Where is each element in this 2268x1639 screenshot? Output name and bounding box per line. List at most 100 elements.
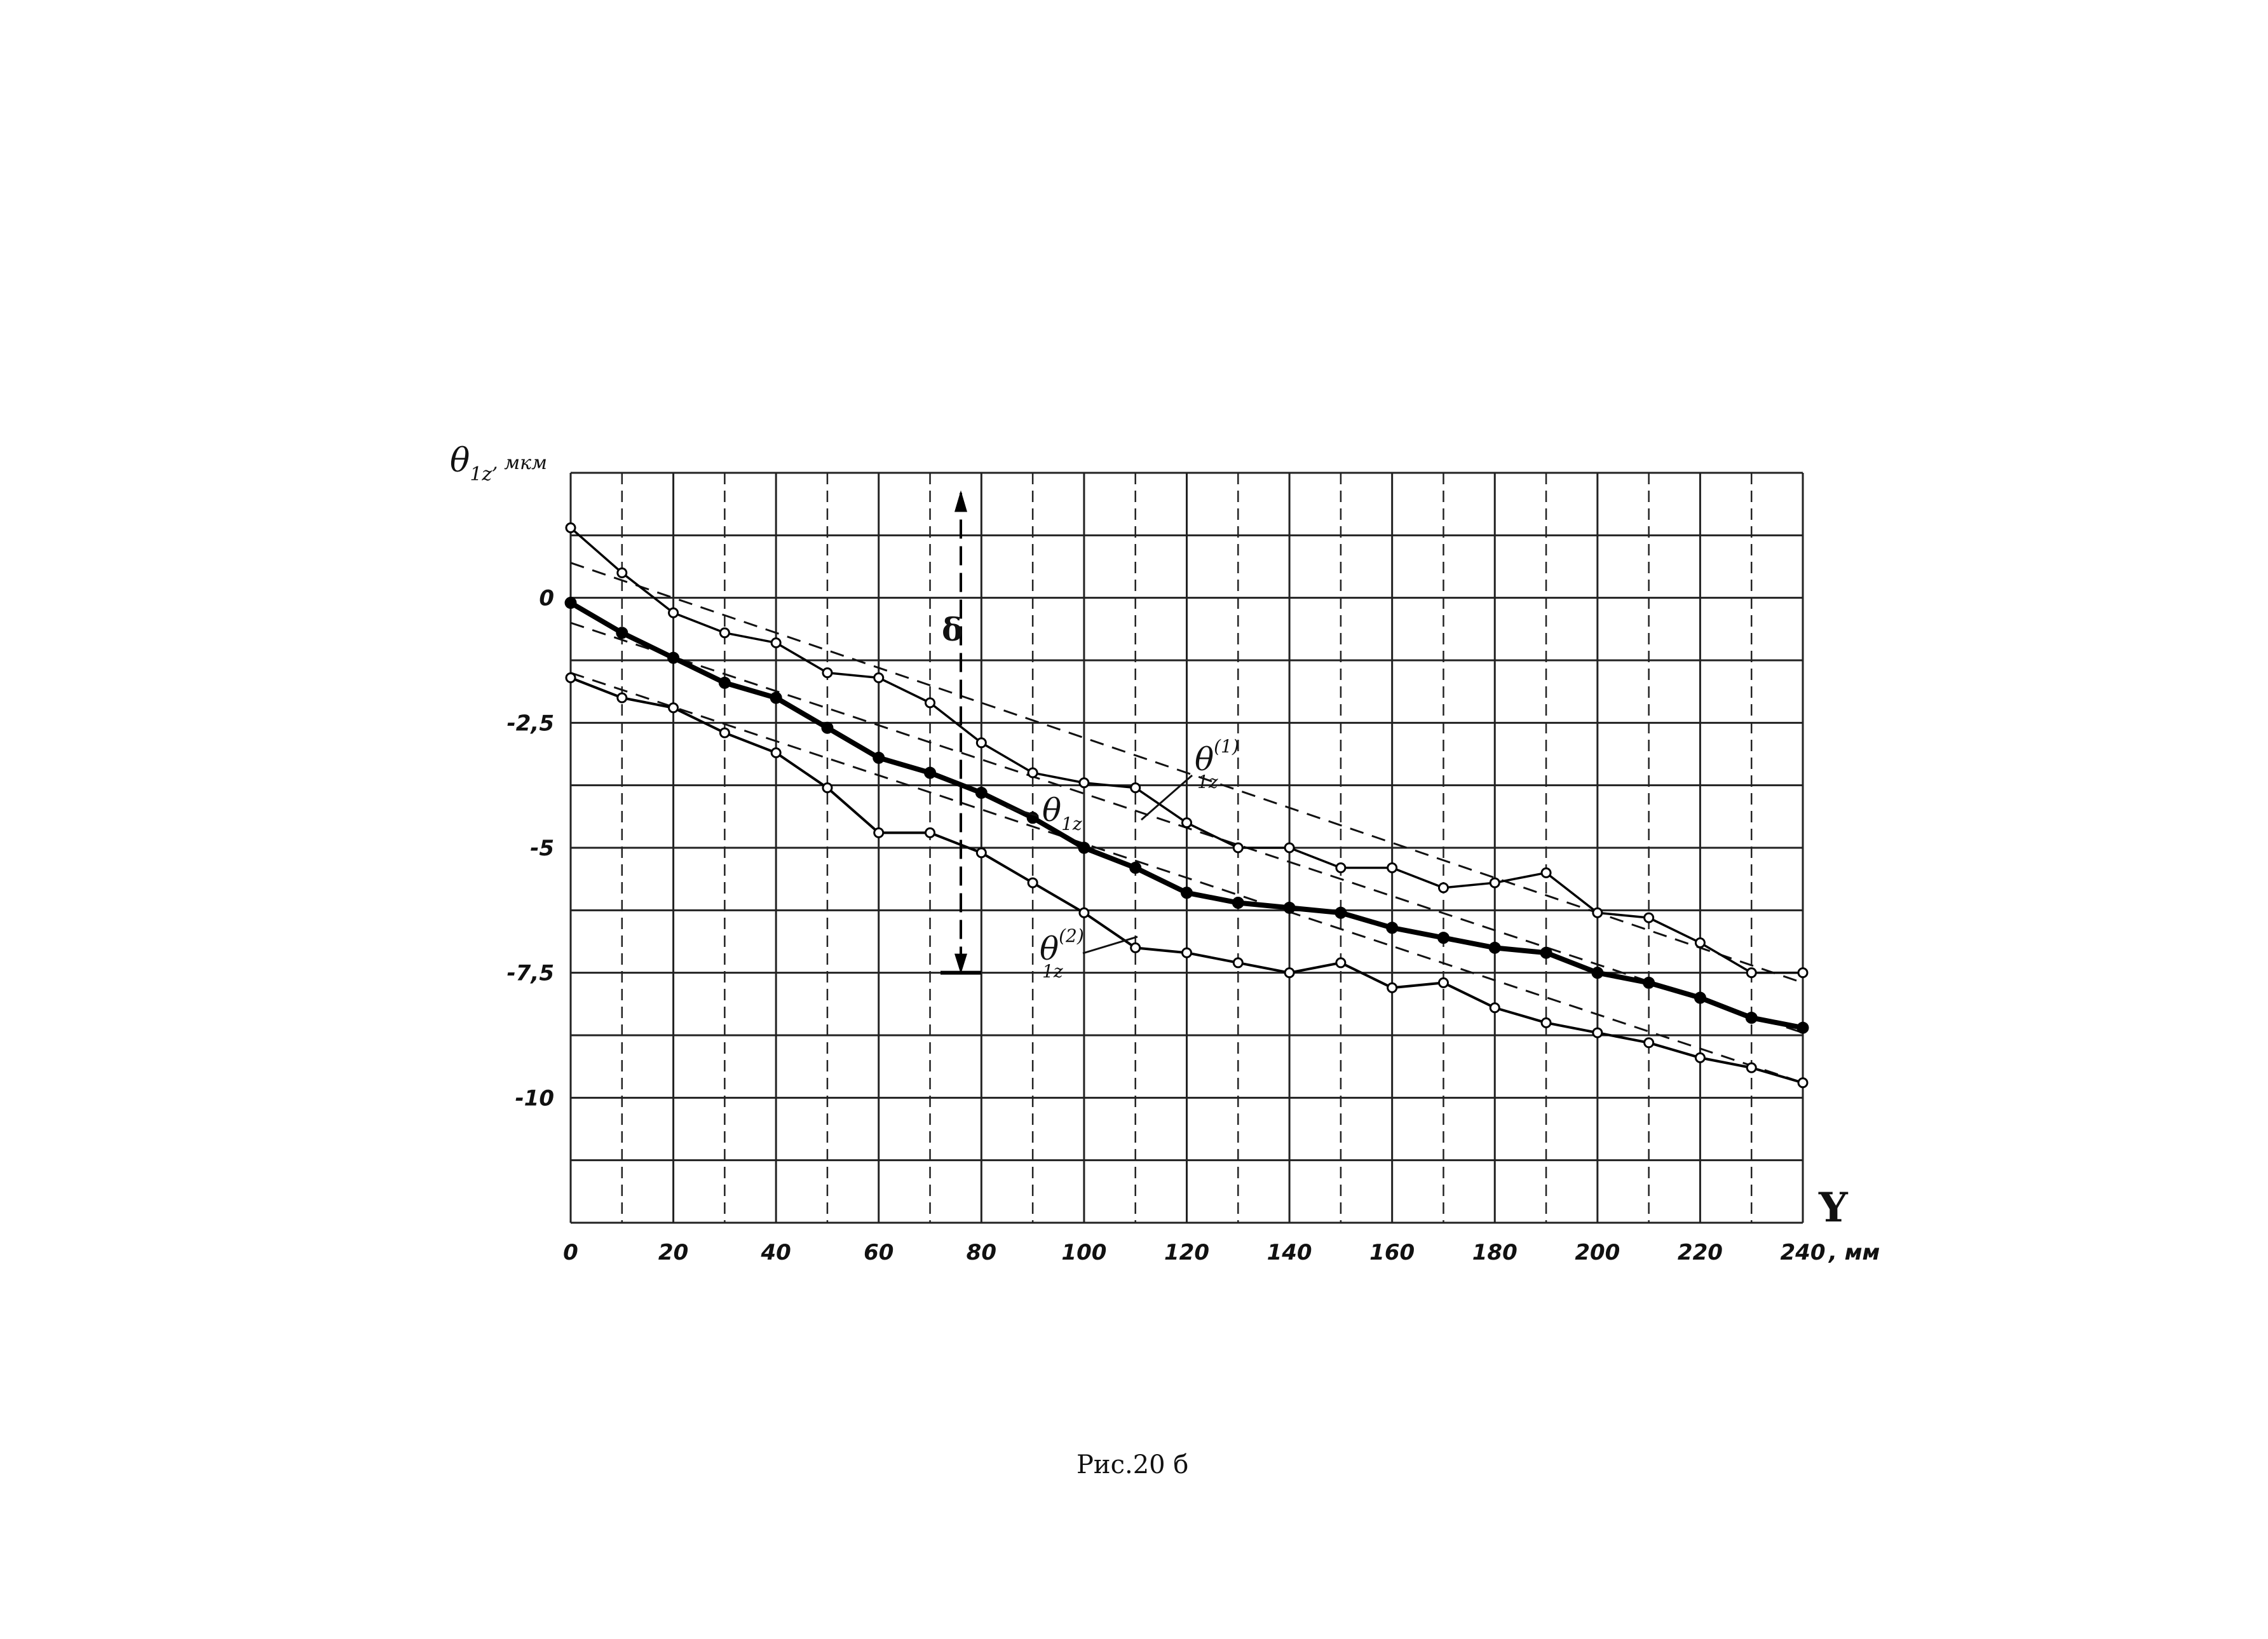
series-middle-point	[718, 676, 731, 689]
series-upper-point	[1232, 842, 1244, 854]
series-upper-point	[1437, 882, 1449, 894]
series-upper-point	[822, 667, 833, 679]
series-upper-point	[1643, 912, 1655, 923]
series-lower-point	[770, 747, 782, 759]
series-middle-point	[564, 597, 577, 609]
series-upper-point	[1540, 867, 1552, 878]
leader-middle	[1006, 806, 1039, 817]
series-lower-point	[1181, 947, 1192, 958]
series-middle-point	[1078, 841, 1090, 854]
series-lower-point	[668, 702, 679, 714]
series-upper-point	[1130, 782, 1141, 794]
series-upper-point	[1592, 907, 1603, 918]
series-label-lower-sub: 1z	[1042, 961, 1063, 982]
series-middle-point	[1129, 861, 1142, 874]
series-lower-point	[1027, 877, 1038, 888]
y-axis-label-unit: , мкм	[492, 452, 547, 474]
series-lower-point	[1387, 982, 1398, 993]
series-middle-point	[1386, 922, 1399, 934]
series-middle-point	[1283, 901, 1296, 914]
series-label-lower: θ(2)	[1040, 925, 1084, 967]
series-lower-point	[1797, 1077, 1809, 1089]
series-lower-point	[719, 727, 730, 738]
series-upper-point	[719, 627, 730, 639]
series-middle-point	[770, 691, 782, 704]
series-label-lower-sup: (2)	[1059, 925, 1084, 946]
delta-label: δ	[942, 611, 963, 648]
series-upper-point	[873, 672, 885, 684]
delta-arrow-bottom	[954, 953, 968, 974]
trend-line-3	[570, 672, 1803, 1084]
series-upper-point	[925, 697, 936, 709]
series-middle-point	[1796, 1021, 1809, 1034]
y-axis-label-main: θ	[450, 442, 470, 480]
series-lower-point	[975, 847, 987, 859]
series-lower-point	[616, 692, 628, 704]
y-tick-label: -10	[515, 1085, 554, 1111]
series-upper-point	[616, 567, 628, 578]
x-tick-label: 20	[658, 1240, 688, 1265]
x-tick-label: 180	[1472, 1240, 1518, 1265]
series-upper-point	[770, 637, 782, 648]
series-lower-point	[1130, 942, 1141, 953]
series-middle-point	[1181, 887, 1193, 899]
series-lower-point	[1078, 907, 1090, 918]
series-upper-point	[1027, 767, 1038, 779]
series-upper-point	[1335, 862, 1347, 873]
series-label-upper-sup: (1)	[1214, 736, 1239, 757]
series-middle-point	[821, 721, 834, 734]
series-upper-point	[1694, 937, 1706, 948]
series-upper-point	[1284, 842, 1295, 854]
x-tick-label: 160	[1369, 1240, 1415, 1265]
figure-caption: Рис.20 б	[1076, 1450, 1188, 1479]
y-axis-label-sub: 1z	[470, 463, 492, 486]
leader-lower	[1082, 935, 1138, 955]
y-axis-label: θ1z, мкм	[450, 442, 547, 486]
series-middle-point	[1694, 991, 1706, 1004]
series-upper-point	[1746, 967, 1757, 979]
series-middle-point	[1334, 906, 1347, 919]
x-tick-label: 0	[563, 1240, 578, 1265]
series-label-middle: θ1z	[1042, 792, 1082, 834]
series-lower-point	[1232, 957, 1244, 969]
x-axis-unit: , мм	[1828, 1240, 1880, 1265]
series-lower-point	[1540, 1017, 1552, 1028]
y-tick-label: -2,5	[507, 711, 554, 736]
series-upper-point	[668, 607, 679, 618]
series-middle-point	[667, 651, 680, 664]
delta-arrow-top	[954, 490, 968, 512]
tick-labels: 0 20 40 60 80 100 120 140 160 180 200 220 240 0 -2,5 -5…	[507, 586, 1826, 1265]
series-upper-point	[1797, 967, 1809, 979]
series-lower-point	[873, 827, 885, 838]
series-lower-point	[1643, 1037, 1655, 1049]
series-lower-point	[565, 672, 576, 684]
y-tick-label: -7,5	[507, 961, 554, 986]
series-lower-point	[1335, 957, 1347, 969]
series-lower-point	[1746, 1062, 1757, 1073]
series-upper-point	[975, 737, 987, 749]
series-label-middle-main: θ	[1042, 792, 1061, 829]
series-middle-point	[1488, 941, 1501, 954]
series-lower-point	[925, 827, 936, 838]
series-upper-point	[1387, 862, 1398, 873]
series-middle-point	[1232, 897, 1244, 909]
series-lower-point	[1694, 1052, 1706, 1063]
series-label-lower-main: θ	[1040, 930, 1059, 967]
series-lower-point	[1284, 967, 1295, 979]
series-lower-point	[1437, 977, 1449, 988]
series-middle-point	[616, 627, 628, 639]
series-label-upper-main: θ	[1195, 741, 1214, 778]
series-middle-point	[873, 751, 885, 764]
delta-marker	[940, 490, 982, 975]
series-middle-point	[975, 786, 988, 799]
series-label-middle-sub: 1z	[1061, 813, 1082, 834]
series-upper-point	[1078, 777, 1090, 789]
series-middle-point	[1540, 946, 1552, 959]
x-tick-label: 140	[1267, 1240, 1312, 1265]
series-label-upper: θ(1)	[1195, 736, 1239, 778]
series-label-upper-sub: 1z	[1197, 772, 1218, 792]
grid	[569, 472, 1804, 1224]
x-tick-label: 60	[864, 1240, 893, 1265]
series-lower-point	[1489, 1002, 1500, 1014]
